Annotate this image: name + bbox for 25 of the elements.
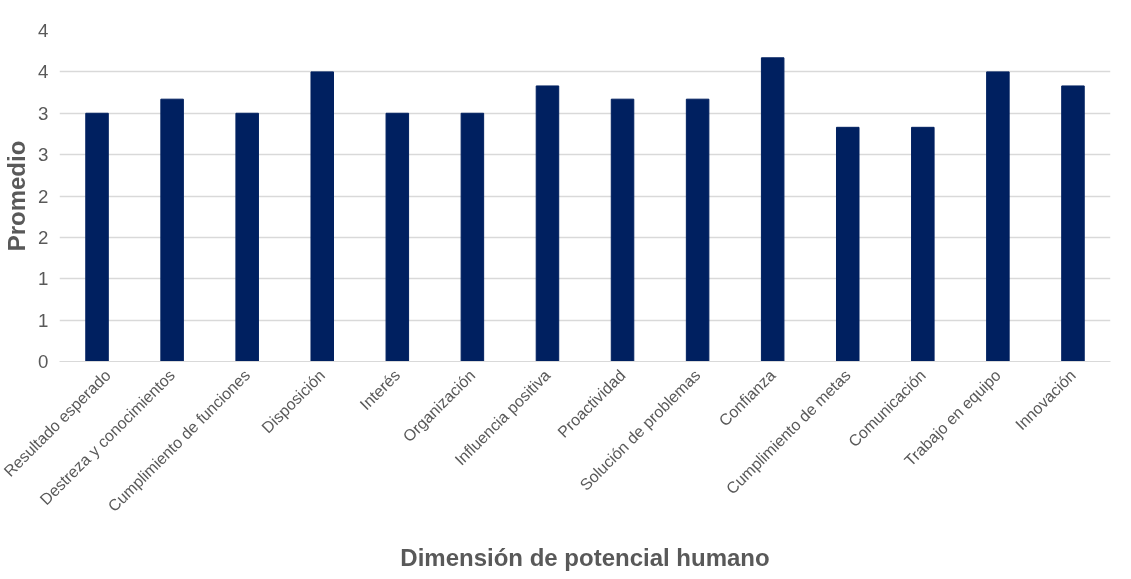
y-tick-label: 4: [38, 20, 49, 41]
bar: [310, 71, 335, 362]
bar: [760, 57, 785, 362]
bar: [385, 112, 410, 362]
bar: [460, 112, 485, 362]
bar: [685, 98, 710, 362]
x-axis-title: Dimensión de potencial humano: [400, 543, 770, 571]
bar: [911, 126, 935, 362]
y-tick-label: 2: [38, 185, 49, 207]
bar: [535, 85, 560, 362]
bar: [235, 112, 259, 362]
y-tick-label: 3: [38, 144, 49, 166]
y-axis-title: Promedio: [3, 140, 31, 252]
y-tick-label: 4: [38, 61, 49, 83]
y-tick-label: 0: [38, 351, 49, 372]
bar: [835, 126, 860, 362]
bar: [610, 98, 635, 362]
bar: [1061, 85, 1085, 362]
y-tick-label: 2: [38, 226, 49, 248]
y-tick-label: 1: [38, 268, 49, 290]
y-tick-label: 3: [38, 102, 49, 124]
bar: [986, 71, 1010, 362]
bar: [160, 98, 184, 362]
y-tick-label: 1: [38, 309, 49, 331]
bar: [85, 112, 109, 362]
